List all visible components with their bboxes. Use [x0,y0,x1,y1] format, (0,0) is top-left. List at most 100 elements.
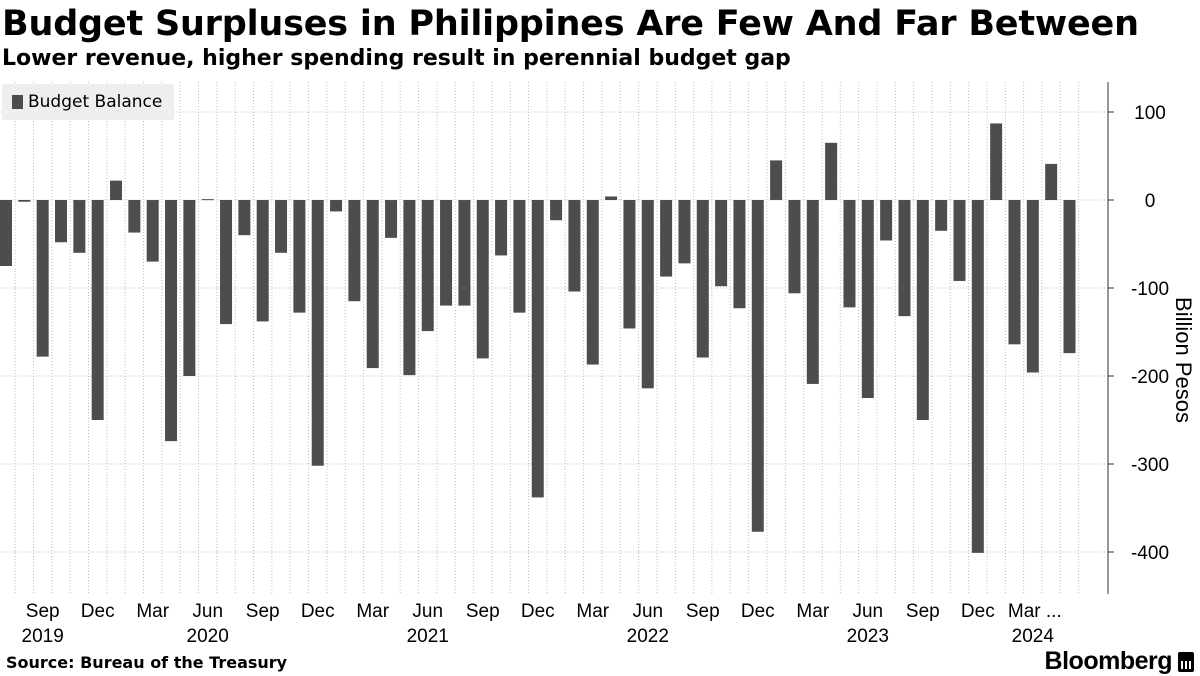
y-axis-label: Billion Pesos [1171,297,1196,423]
x-tick-year-label: 2024 [1012,626,1055,647]
bar [678,200,691,264]
bar [385,200,398,238]
bar [275,200,288,253]
legend-swatch [12,95,23,109]
bar [623,200,636,329]
bar [146,200,159,262]
bar [550,200,563,221]
x-tick-month-label: Mar ... [1008,601,1062,622]
bar [1008,200,1021,345]
y-tick-label: -200 [1131,367,1169,388]
bloomberg-terminal-icon [1178,652,1194,672]
x-tick-month-label: Sep [466,601,500,622]
bar [953,200,966,281]
x-tick-month-label: Sep [906,601,940,622]
bar [403,200,416,376]
bar [73,200,86,253]
x-tick-year-label: 2023 [847,626,889,647]
bar [971,200,984,553]
x-tick-month-label: Mar [136,601,169,622]
bar [733,200,746,309]
x-tick-month-label: Sep [246,601,280,622]
bar [568,200,581,292]
x-tick-month-label: Mar [796,601,829,622]
x-tick-month-label: Jun [632,601,663,622]
bar [751,200,764,532]
bar [861,200,874,398]
bar [916,200,929,420]
chart-title: Budget Surpluses in Philippines Are Few … [2,4,1139,44]
bar [696,200,709,358]
bar [495,200,508,256]
bar [843,200,856,308]
y-tick-label: -100 [1131,279,1169,300]
bar [476,200,489,359]
bar [0,200,12,266]
x-tick-month-label: Dec [961,601,995,622]
bar [220,200,233,325]
bar [440,200,453,306]
x-tick-month-label: Dec [81,601,115,622]
x-tick-month-label: Jun [192,601,223,622]
y-tick-label: 100 [1134,103,1166,124]
bar [990,123,1003,200]
x-tick-year-label: 2022 [627,626,669,647]
x-tick-month-label: Sep [686,601,720,622]
x-tick-month-label: Dec [301,601,335,622]
x-axis-labels: Sep 2019 Dec Mar Jun 2020 Sep Dec Mar Jun 2021 Sep D… [22,601,1062,647]
bar [311,200,324,466]
bar [660,200,673,277]
x-tick-year-label: 2021 [407,626,449,647]
bar [18,200,31,202]
bar [110,180,123,200]
bar [421,200,434,332]
x-tick-month-label: Dec [741,601,775,622]
bars-layer [0,123,1076,553]
x-tick-month-label: Dec [521,601,555,622]
x-tick-year-label: 2020 [187,626,229,647]
bar [641,200,654,389]
x-tick-month-label: Jun [852,601,883,622]
bar [36,200,49,357]
x-tick-year-label: 2019 [22,626,64,647]
bar [806,200,819,384]
bar [238,200,251,236]
bar [513,200,526,313]
axis-layer: 100 0 -100 -200 -300 -400 [1107,82,1169,594]
bar [330,200,343,212]
bar [1026,200,1039,373]
bar [825,142,838,200]
bar [183,200,196,376]
bar [256,200,269,322]
bar [1063,200,1076,354]
chart-legend: Budget Balance [2,84,175,120]
x-tick-month-label: Sep [26,601,60,622]
bar [935,200,948,231]
bar [531,200,544,498]
bar [91,200,104,420]
y-tick-label: 0 [1145,191,1156,212]
bar [715,200,728,287]
bar [880,200,893,241]
bar [788,200,801,294]
bar [165,200,178,442]
x-tick-month-label: Mar [356,601,389,622]
bar [55,200,68,243]
bar [1045,163,1058,200]
x-tick-month-label: Jun [412,601,443,622]
chart-subtitle: Lower revenue, higher spending result in… [2,46,791,71]
bar [605,196,618,200]
bar [293,200,306,313]
bar [201,199,214,201]
bar [586,200,599,365]
grid-layer [0,82,1108,594]
y-tick-label: -300 [1131,455,1169,476]
source-note: Source: Bureau of the Treasury [6,653,288,672]
legend-label: Budget Balance [28,92,163,112]
bar [898,200,911,317]
bar [366,200,379,369]
bar [458,200,471,306]
y-tick-label: -400 [1131,543,1169,564]
brand-logo: Bloomberg [1044,647,1173,675]
